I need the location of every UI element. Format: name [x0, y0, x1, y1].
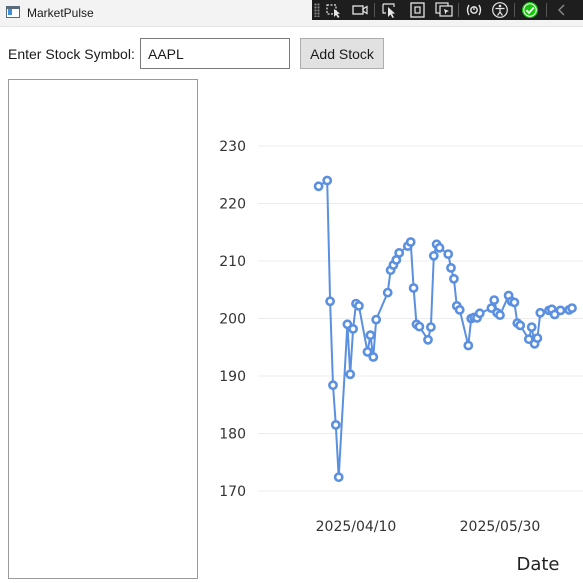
chart-data-point [382, 287, 393, 298]
chart-y-tick-label: 170 [219, 484, 246, 500]
chart-data-point [425, 322, 436, 332]
chart-y-tick-label: 180 [219, 427, 246, 443]
chart-data-points [313, 175, 577, 483]
chart-data-point [330, 419, 341, 430]
chart-data-point [555, 305, 566, 316]
chart-x-axis-label: Date [516, 554, 559, 575]
chart-x-axis: 2025/04/10 2025/05/30 [316, 519, 541, 535]
chart-x-tick-label: 2025/04/10 [316, 519, 397, 535]
chart-data-point [532, 333, 543, 343]
chart-x-tick-label: 2025/05/30 [460, 519, 541, 535]
chart-data-point [474, 308, 485, 319]
layout-adorner-icon[interactable] [408, 1, 428, 19]
chart-data-point [345, 369, 356, 380]
chart-gridlines [258, 145, 583, 492]
record-video-icon[interactable] [350, 1, 370, 19]
chart-y-tick-label: 210 [219, 254, 246, 270]
chart-data-point [325, 296, 335, 307]
chart-data-point [414, 321, 425, 332]
check-circle-icon[interactable] [520, 1, 540, 19]
chart-data-point [368, 352, 379, 362]
stock-symbol-label: Enter Stock Symbol: [8, 46, 135, 62]
toolbar-grip[interactable] [314, 3, 320, 17]
chart-data-point [353, 300, 364, 311]
chart-data-point [515, 320, 526, 331]
chart-y-tick-label: 190 [219, 369, 246, 385]
chart-data-point [423, 334, 433, 345]
chart-data-point [495, 310, 505, 320]
accessibility-icon[interactable] [490, 1, 510, 19]
chart-data-point [348, 323, 358, 334]
app-window-icon [6, 6, 20, 18]
chart-y-tick-label: 220 [219, 197, 246, 213]
chart-data-point [405, 237, 416, 247]
window-title: MarketPulse [27, 6, 94, 20]
chart-data-point [408, 283, 419, 293]
chart-data-point [489, 295, 500, 305]
binding-failures-icon[interactable] [464, 1, 484, 19]
track-focus-icon[interactable] [434, 1, 454, 19]
chart-data-point [322, 175, 333, 186]
chart-data-point [509, 297, 520, 308]
chart-y-axis: 170 180 190 200 210 220 230 [219, 139, 246, 500]
collapse-chevron-icon[interactable] [552, 1, 572, 19]
stock-list-panel[interactable] [8, 79, 198, 579]
chart-data-point [526, 322, 537, 332]
chart-data-point [333, 472, 344, 483]
chart-data-point [313, 181, 324, 192]
chart-data-point [365, 330, 376, 341]
chart-data-point [328, 380, 338, 391]
chart-data-point [463, 340, 474, 351]
toolbar-separator [514, 3, 515, 17]
chart-data-point [371, 314, 382, 325]
chart-data-point [454, 304, 465, 315]
debug-toolbar [312, 0, 583, 20]
select-element-icon[interactable] [324, 1, 344, 19]
toolbar-separator [458, 3, 459, 17]
toolbar-separator [546, 3, 547, 17]
chart-data-point [362, 346, 373, 357]
chart-y-tick-label: 200 [219, 312, 246, 328]
add-stock-button[interactable]: Add Stock [300, 38, 384, 69]
chart-data-point [535, 307, 546, 318]
chart-y-tick-label: 230 [219, 139, 246, 155]
chart-data-point [567, 303, 577, 313]
chart-data-point [446, 262, 456, 273]
stock-symbol-input[interactable] [140, 38, 290, 69]
chart-data-point [434, 242, 445, 253]
chart-data-point [394, 247, 405, 258]
toolbar-separator [374, 3, 375, 17]
pointer-select-icon[interactable] [380, 1, 400, 19]
chart-data-point [448, 273, 459, 284]
chart-data-point [428, 250, 439, 261]
chart-data-point [443, 249, 454, 259]
